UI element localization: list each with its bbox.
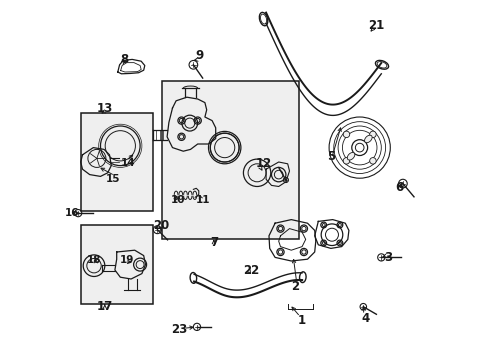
Text: 17: 17 <box>97 300 113 313</box>
Bar <box>81 225 152 304</box>
Text: 19: 19 <box>120 255 134 265</box>
Text: 8: 8 <box>120 53 128 66</box>
Text: 18: 18 <box>86 255 101 265</box>
Circle shape <box>343 131 349 138</box>
Text: 20: 20 <box>153 219 169 231</box>
Text: 16: 16 <box>64 208 79 218</box>
Circle shape <box>369 131 375 138</box>
Text: 4: 4 <box>360 312 368 325</box>
Text: 14: 14 <box>121 158 136 168</box>
Text: 2: 2 <box>290 280 298 293</box>
Bar <box>162 81 298 239</box>
Circle shape <box>369 158 375 164</box>
Text: 22: 22 <box>243 264 259 277</box>
Circle shape <box>343 158 349 164</box>
Bar <box>81 113 152 211</box>
Text: 5: 5 <box>326 150 334 163</box>
Text: 10: 10 <box>170 195 185 205</box>
Text: 11: 11 <box>196 195 210 205</box>
Text: 12: 12 <box>256 157 272 170</box>
Text: 13: 13 <box>97 102 113 114</box>
Ellipse shape <box>346 153 354 160</box>
Text: 23: 23 <box>171 323 187 336</box>
Text: 7: 7 <box>209 237 218 249</box>
Text: 15: 15 <box>105 174 120 184</box>
Text: 1: 1 <box>297 314 305 327</box>
Ellipse shape <box>364 135 371 143</box>
Text: 9: 9 <box>195 49 203 62</box>
Text: 21: 21 <box>367 19 383 32</box>
Text: 6: 6 <box>394 181 403 194</box>
Text: 3: 3 <box>384 251 392 264</box>
